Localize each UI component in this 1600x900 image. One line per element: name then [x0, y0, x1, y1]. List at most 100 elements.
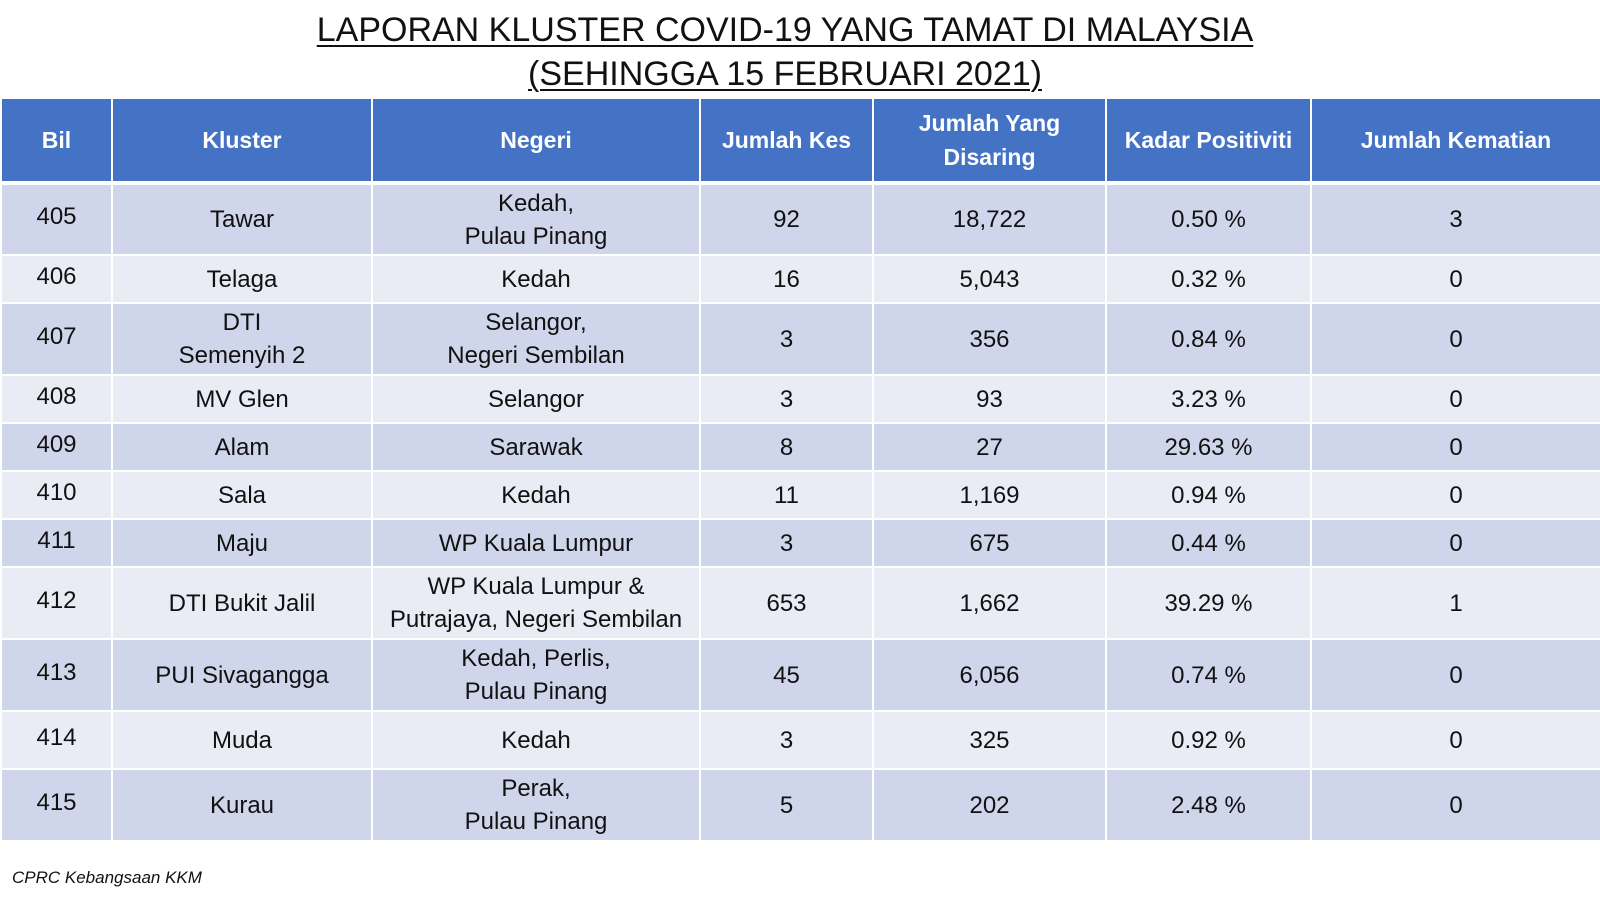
cell-negeri-line: Kedah — [501, 726, 571, 754]
cell-negeri: Kedah, Perlis, Pulau Pinang — [371, 638, 701, 712]
cell-bil: 410 — [0, 470, 113, 520]
table-row: 409 Alam Sarawak 8 27 29.63 % 0 — [0, 422, 1600, 472]
title-line-1: LAPORAN KLUSTER COVID-19 YANG TAMAT DI M… — [316, 11, 1254, 49]
table-row: 406 Telaga Kedah 16 5,043 0.32 % 0 — [0, 254, 1600, 304]
cell-kluster-line: Tawar — [209, 206, 275, 233]
cell-kluster-line: Semenyih 2 — [178, 342, 306, 369]
cell-kluster-line: Muda — [211, 726, 273, 754]
header-jumlah-disaring: Jumlah Yang Disaring — [872, 97, 1107, 185]
cell-kluster-line: Alam — [214, 433, 270, 461]
cell-jumlah-kematian: 0 — [1310, 518, 1600, 568]
cell-bil: 414 — [0, 710, 113, 770]
header-kluster: Kluster — [111, 97, 373, 185]
cell-kluster-line: Sala — [217, 481, 267, 509]
cell-negeri-line: WP Kuala Lumpur & — [427, 573, 645, 600]
cell-negeri: Selangor — [371, 374, 701, 424]
cell-kluster-line: MV Glen — [195, 385, 289, 413]
cell-jumlah-kes: 45 — [699, 638, 874, 712]
cluster-report-table: Bil Kluster Negeri Jumlah Kes Jumlah Yan… — [0, 97, 1600, 842]
cell-bil: 406 — [0, 254, 113, 304]
cell-jumlah-kes: 3 — [699, 710, 874, 770]
cell-negeri-line: Kedah, Perlis, — [461, 645, 611, 672]
table-row: 415 Kurau Perak, Pulau Pinang 5 202 2.48 % 0 — [0, 768, 1600, 842]
cell-negeri-line: Perak, — [501, 775, 571, 802]
cell-jumlah-kes: 11 — [699, 470, 874, 520]
cell-jumlah-kematian: 3 — [1310, 182, 1600, 256]
table-row: 408 MV Glen Selangor 3 93 3.23 % 0 — [0, 374, 1600, 424]
cell-kluster-line: Kurau — [209, 791, 275, 819]
cell-negeri-line: Pulau Pinang — [464, 808, 608, 835]
cell-jumlah-disaring: 356 — [872, 302, 1107, 376]
table-row: 407 DTI Semenyih 2 Selangor, Negeri Sembilan… — [0, 302, 1600, 376]
cell-kluster: Muda — [111, 710, 373, 770]
cell-kadar-positiviti: 0.94 % — [1105, 470, 1312, 520]
cell-bil: 413 — [0, 638, 113, 712]
table-row: 405 Tawar Kedah, Pulau Pinang 92 18,722 0.50 %… — [0, 182, 1600, 256]
cell-kluster: MV Glen — [111, 374, 373, 424]
header-jumlah-kes: Jumlah Kes — [699, 97, 874, 185]
cell-negeri: Selangor, Negeri Sembilan — [371, 302, 701, 376]
header-kadar-positiviti: Kadar Positiviti — [1105, 97, 1312, 185]
cell-kadar-positiviti: 39.29 % — [1105, 566, 1312, 640]
cell-kluster-line: PUI Sivagangga — [155, 661, 329, 689]
cell-jumlah-kematian: 0 — [1310, 254, 1600, 304]
cell-negeri-line: Pulau Pinang — [464, 222, 608, 250]
cell-kadar-positiviti: 0.84 % — [1105, 302, 1312, 376]
cell-kadar-positiviti: 2.48 % — [1105, 768, 1312, 842]
table-row: 414 Muda Kedah 3 325 0.92 % 0 — [0, 710, 1600, 770]
table-body: 405 Tawar Kedah, Pulau Pinang 92 18,722 0.50 %… — [0, 182, 1600, 842]
header-negeri: Negeri — [371, 97, 701, 185]
cell-kadar-positiviti: 0.44 % — [1105, 518, 1312, 568]
cell-kadar-positiviti: 0.32 % — [1105, 254, 1312, 304]
cell-kluster: Alam — [111, 422, 373, 472]
cell-jumlah-kes: 92 — [699, 182, 874, 256]
cell-jumlah-kematian: 0 — [1310, 302, 1600, 376]
cell-jumlah-kematian: 0 — [1310, 374, 1600, 424]
cell-negeri: Kedah — [371, 470, 701, 520]
cell-negeri-line: Kedah — [501, 265, 571, 293]
title-line-2: (SEHINGGA 15 FEBRUARI 2021) — [528, 55, 1042, 93]
cell-jumlah-disaring: 6,056 — [872, 638, 1107, 712]
cell-jumlah-kes: 3 — [699, 374, 874, 424]
cell-jumlah-kematian: 0 — [1310, 710, 1600, 770]
cell-jumlah-disaring: 1,169 — [872, 470, 1107, 520]
cell-jumlah-kematian: 1 — [1310, 566, 1600, 640]
cell-jumlah-disaring: 1,662 — [872, 566, 1107, 640]
cell-negeri-line: WP Kuala Lumpur — [438, 529, 634, 557]
cell-jumlah-kes: 653 — [699, 566, 874, 640]
cell-jumlah-kes: 3 — [699, 518, 874, 568]
cell-bil: 407 — [0, 302, 113, 376]
cell-kluster: Kurau — [111, 768, 373, 842]
cell-bil: 409 — [0, 422, 113, 472]
cell-jumlah-kematian: 0 — [1310, 422, 1600, 472]
cell-jumlah-kematian: 0 — [1310, 768, 1600, 842]
cell-negeri: Kedah — [371, 710, 701, 770]
page-title: LAPORAN KLUSTER COVID-19 YANG TAMAT DI M… — [0, 8, 1570, 96]
cell-negeri-line: Kedah, — [497, 189, 575, 217]
cell-kluster: Tawar — [111, 182, 373, 256]
cell-jumlah-disaring: 325 — [872, 710, 1107, 770]
cell-jumlah-kes: 3 — [699, 302, 874, 376]
source-footnote: CPRC Kebangsaan KKM — [12, 868, 202, 887]
cell-jumlah-disaring: 27 — [872, 422, 1107, 472]
cell-jumlah-disaring: 93 — [872, 374, 1107, 424]
cell-kluster: DTI Bukit Jalil — [111, 566, 373, 640]
cell-negeri: Sarawak — [371, 422, 701, 472]
cell-kluster-line: Telaga — [206, 265, 278, 293]
cell-kluster: Sala — [111, 470, 373, 520]
cell-kadar-positiviti: 0.92 % — [1105, 710, 1312, 770]
cell-negeri: Kedah, Pulau Pinang — [371, 182, 701, 256]
cell-jumlah-kes: 16 — [699, 254, 874, 304]
cell-negeri-line: Selangor, — [485, 309, 587, 336]
cell-bil: 411 — [0, 518, 113, 568]
header-jumlah-disaring-line-1: Jumlah Yang — [918, 110, 1061, 136]
table-header-row: Bil Kluster Negeri Jumlah Kes Jumlah Yan… — [0, 97, 1600, 185]
header-jumlah-disaring-line-2: Disaring — [943, 144, 1036, 170]
cell-kluster-line: DTI Bukit Jalil — [168, 589, 316, 617]
cell-negeri-line: Negeri Sembilan — [447, 342, 625, 369]
cell-bil: 405 — [0, 182, 113, 256]
cell-jumlah-disaring: 675 — [872, 518, 1107, 568]
cell-negeri-line: Putrajaya, Negeri Sembilan — [389, 606, 683, 633]
cell-jumlah-disaring: 202 — [872, 768, 1107, 842]
cell-jumlah-disaring: 5,043 — [872, 254, 1107, 304]
